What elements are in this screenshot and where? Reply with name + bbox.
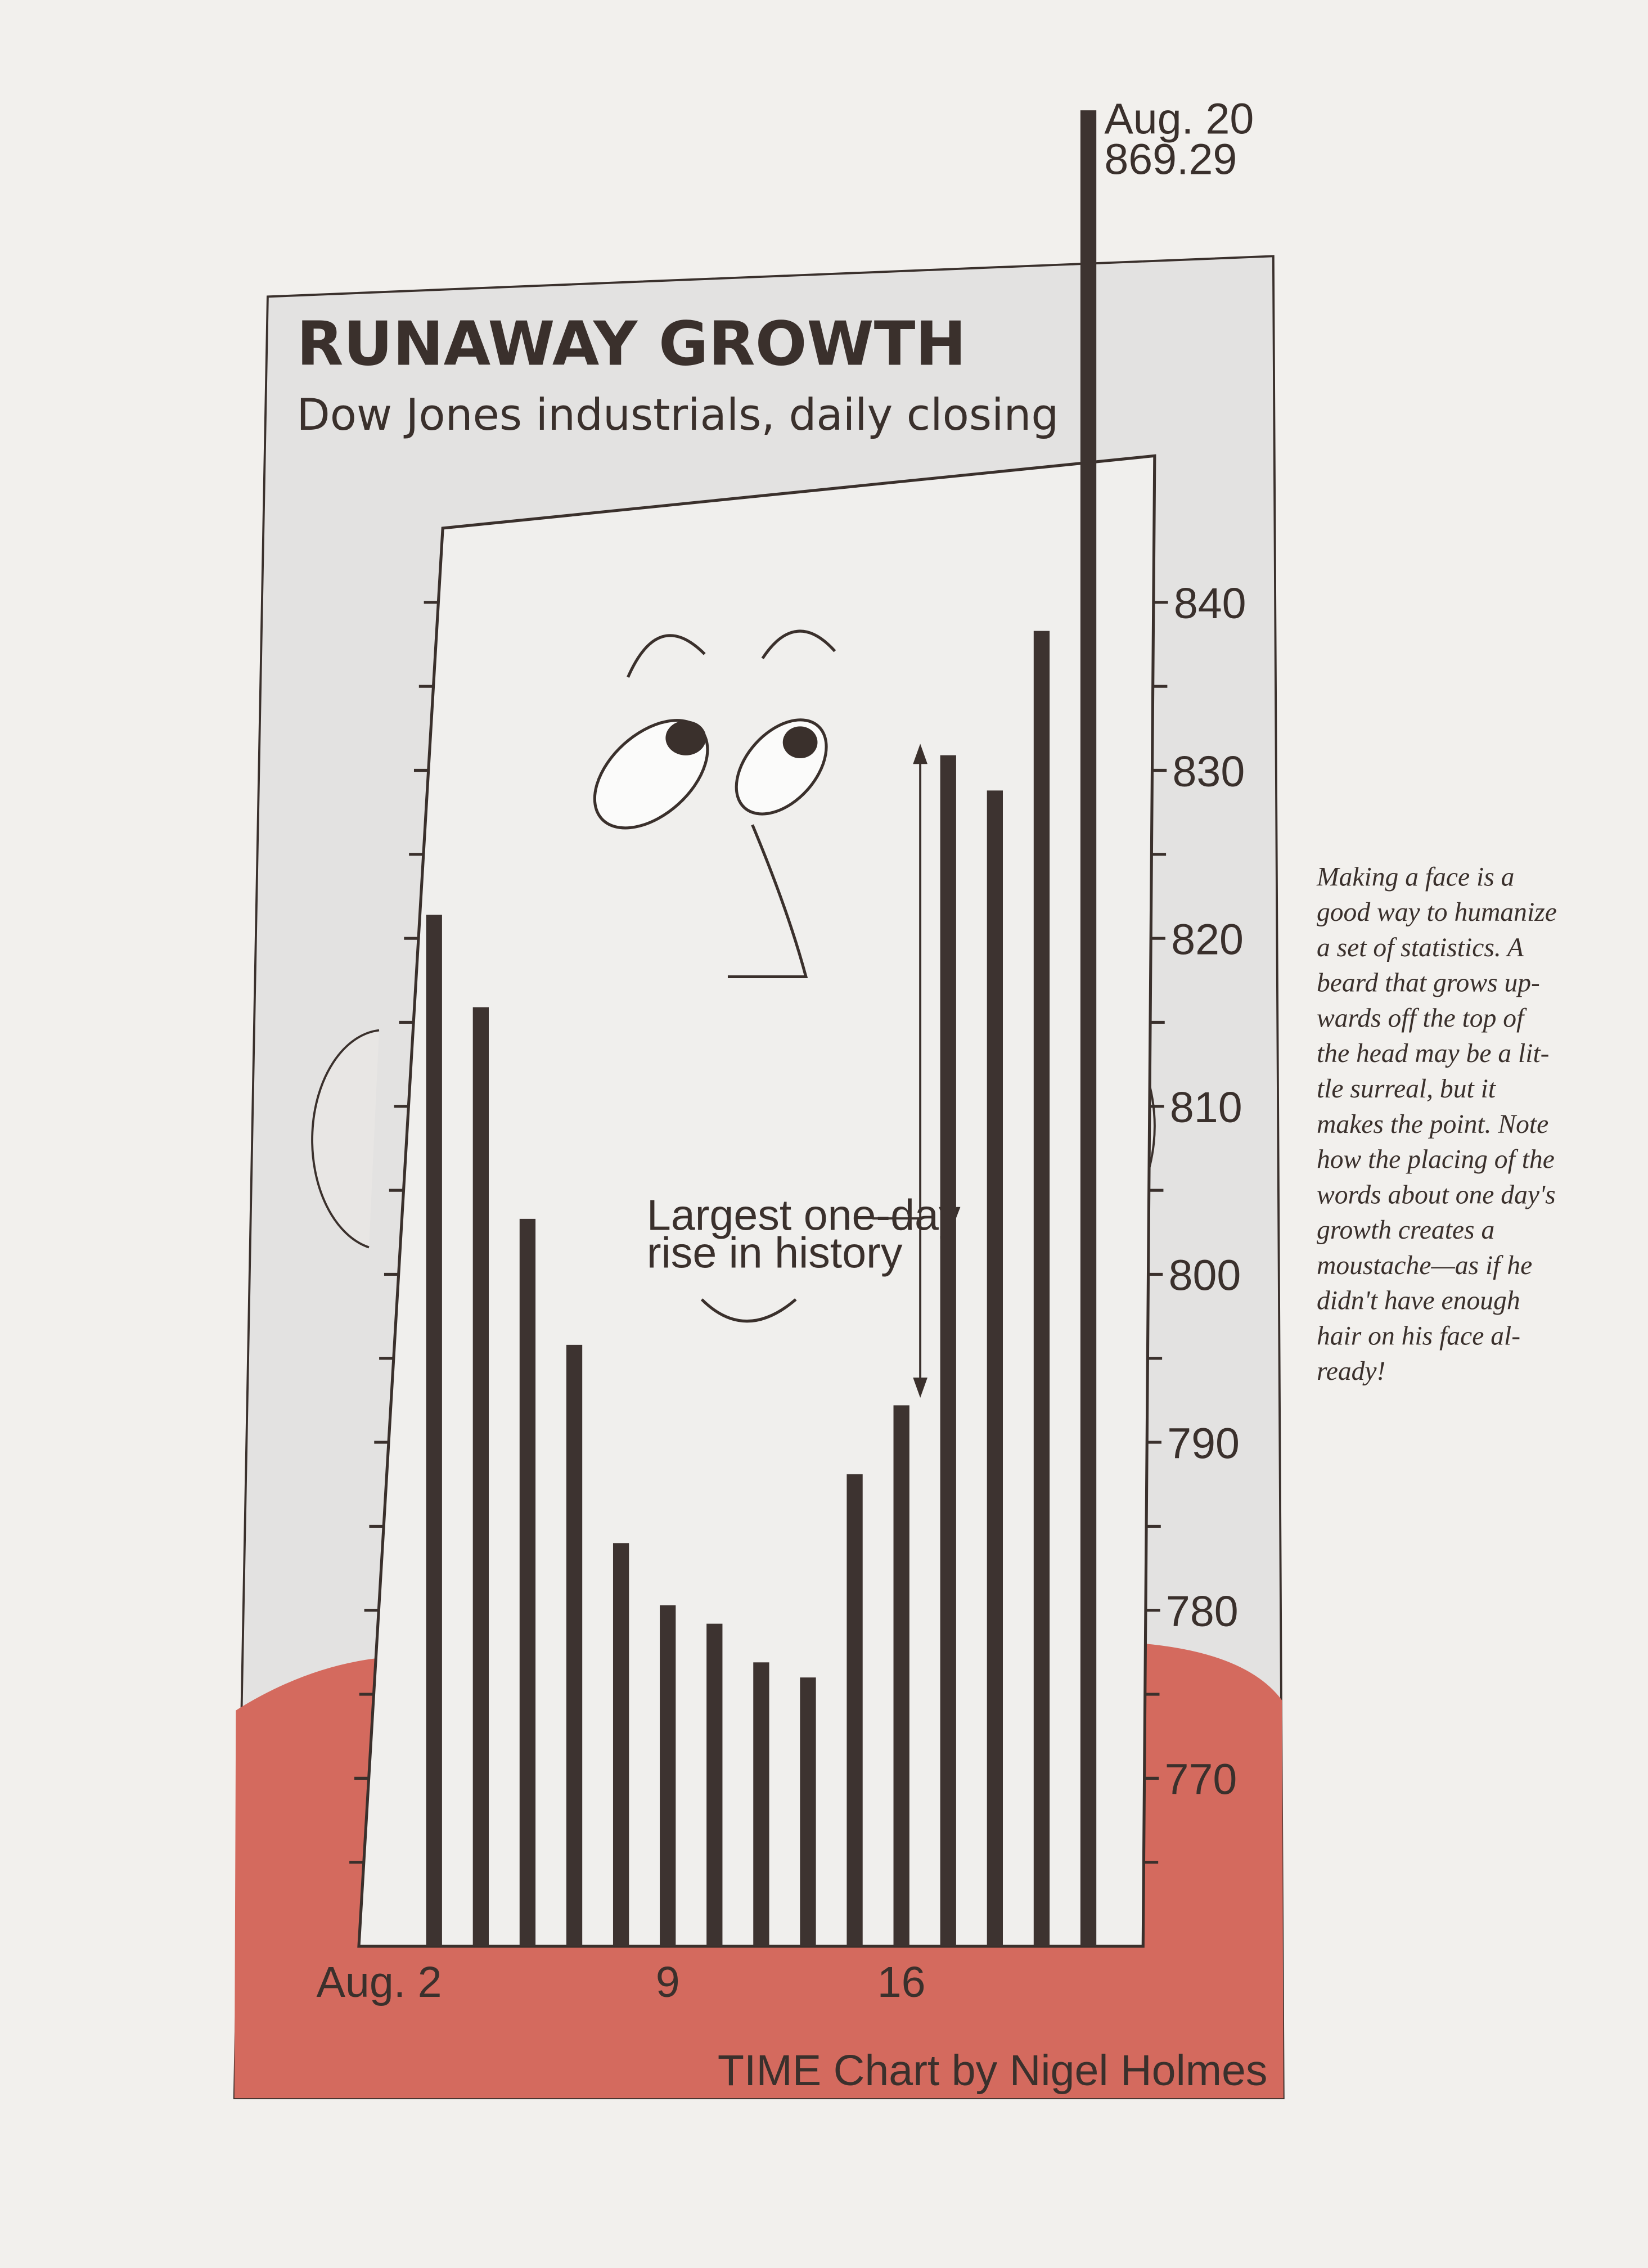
bar (1080, 110, 1097, 1947)
value-label: 869.29 (1104, 135, 1237, 183)
bar (472, 1007, 489, 1947)
caption-line: moustache—as if he (1317, 1251, 1532, 1280)
caption-line: how the placing of the (1317, 1145, 1555, 1174)
bar (987, 790, 1003, 1947)
y-tick-label: 790 (1167, 1419, 1240, 1468)
caption-line: growth creates a (1317, 1216, 1494, 1245)
x-tick-label: 9 (656, 1958, 680, 2006)
chart-subtitle: Dow Jones industrials, daily closing (296, 390, 1059, 440)
y-tick-label: 770 (1165, 1756, 1237, 1804)
caption-line: ready! (1317, 1357, 1385, 1386)
bar (426, 915, 442, 1947)
left-ear (311, 1029, 380, 1249)
caption-line: a set of statistics. A (1317, 933, 1524, 962)
y-tick-label: 830 (1173, 748, 1245, 796)
peak-label: Aug. 20 (1104, 94, 1254, 143)
arrowhead (913, 744, 927, 764)
bar (706, 1623, 723, 1947)
brow (627, 634, 706, 678)
caption-line: tle surreal, but it (1317, 1074, 1497, 1104)
annotation: rise in history (647, 1229, 903, 1277)
bar (566, 1344, 583, 1947)
brow (761, 629, 836, 659)
bar (660, 1605, 676, 1947)
pupil (782, 726, 818, 758)
pupil (665, 721, 706, 755)
y-tick-label: 820 (1171, 915, 1244, 964)
bar (893, 1405, 909, 1947)
y-tick-label: 780 (1166, 1587, 1239, 1636)
bar (846, 1474, 863, 1947)
x-tick-label: 16 (877, 1958, 926, 2006)
arrowhead (913, 1378, 927, 1398)
caption-line: the head may be a lit- (1317, 1039, 1550, 1068)
bar (1033, 631, 1050, 1947)
nose (727, 824, 808, 979)
credit: TIME Chart by Nigel Holmes (718, 2046, 1268, 2095)
bar (753, 1662, 769, 1947)
bar (613, 1543, 629, 1947)
y-tick-label: 840 (1174, 579, 1246, 628)
chart-area: RUNAWAY GROWTH Dow Jones industrials, da… (233, 94, 1557, 2100)
x-tick-label: Aug. 2 (316, 1958, 442, 2006)
mouth (700, 1298, 797, 1323)
caption-line: hair on his face al- (1317, 1321, 1520, 1351)
chart-title: RUNAWAY GROWTH (296, 309, 966, 379)
caption-line: good way to humanize (1317, 898, 1557, 927)
bar (519, 1218, 536, 1947)
caption-line: Making a face is a (1316, 862, 1514, 892)
caption-line: didn't have enough (1317, 1286, 1520, 1316)
caption-line: wards off the top of (1317, 1004, 1527, 1033)
caption-line: beard that grows up- (1317, 969, 1540, 998)
caption-line: makes the point. Note (1317, 1110, 1548, 1139)
y-tick-label: 800 (1169, 1252, 1241, 1300)
y-tick-label: 810 (1170, 1083, 1242, 1132)
caption-line: words about one day's (1317, 1180, 1556, 1209)
bar (940, 755, 956, 1947)
bar (800, 1677, 816, 1947)
annotation: Largest one-day (647, 1191, 961, 1240)
